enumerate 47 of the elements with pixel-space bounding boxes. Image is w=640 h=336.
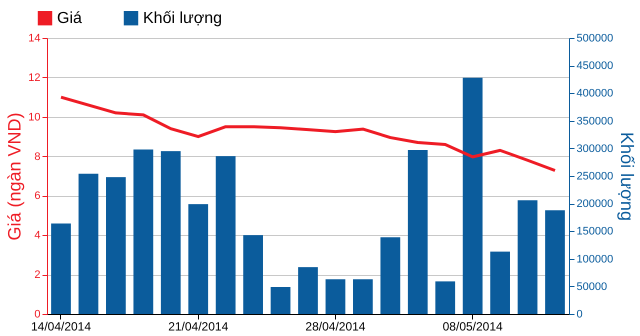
- y-tick-label: 14: [28, 32, 40, 44]
- legend-label: Khối lượng: [143, 10, 222, 28]
- y-tick-label: 4: [34, 230, 40, 242]
- bar: [51, 223, 71, 314]
- bar: [78, 174, 98, 314]
- y2-tick-label: 300000: [576, 142, 614, 155]
- y-axis-title: Giá (ngàn VND): [4, 112, 24, 241]
- y2-tick-label: 100000: [576, 253, 614, 266]
- y2-tick-label: 150000: [576, 226, 614, 238]
- x-tick-label: 08/05/2014: [442, 320, 504, 334]
- bar: [243, 235, 263, 314]
- y2-axis-title: Khối lượng: [617, 132, 638, 221]
- bar: [133, 150, 154, 314]
- bar: [106, 177, 126, 314]
- y-tick-label: 8: [34, 150, 40, 163]
- bar: [518, 200, 538, 314]
- line-series: [59, 96, 557, 172]
- y2-tick-label: 350000: [576, 115, 614, 128]
- bar: [380, 237, 400, 314]
- y2-tick-label: 500000: [576, 32, 614, 44]
- y-tick-label: 6: [34, 190, 40, 202]
- bar: [216, 156, 236, 314]
- y2-tick-label: 0: [576, 308, 583, 320]
- bar: [353, 279, 373, 314]
- bar: [160, 151, 181, 314]
- y2-tick-label: 450000: [576, 60, 614, 72]
- bar: [435, 281, 456, 314]
- bar: [462, 78, 483, 314]
- bar: [298, 267, 318, 314]
- y-tick-label: 2: [34, 269, 40, 282]
- x-tick-label: 28/04/2014: [305, 320, 366, 334]
- bar: [490, 252, 510, 314]
- legend-label: Giá: [57, 10, 82, 28]
- y2-tick-label: 200000: [576, 198, 614, 210]
- y2-tick-label: 250000: [576, 170, 614, 182]
- x-tick-label: 14/04/2014: [30, 320, 92, 334]
- y-tick-label: 0: [34, 308, 40, 320]
- x-tick-label: 21/04/2014: [168, 320, 229, 334]
- bar: [188, 204, 208, 314]
- bar: [326, 279, 346, 314]
- y-tick-label: 12: [28, 72, 40, 84]
- y-tick-label: 10: [28, 111, 40, 124]
- bar: [408, 150, 428, 314]
- bar: [545, 210, 565, 314]
- y2-tick-label: 400000: [576, 88, 614, 100]
- bar: [270, 286, 290, 314]
- y2-tick-label: 50000: [576, 280, 608, 293]
